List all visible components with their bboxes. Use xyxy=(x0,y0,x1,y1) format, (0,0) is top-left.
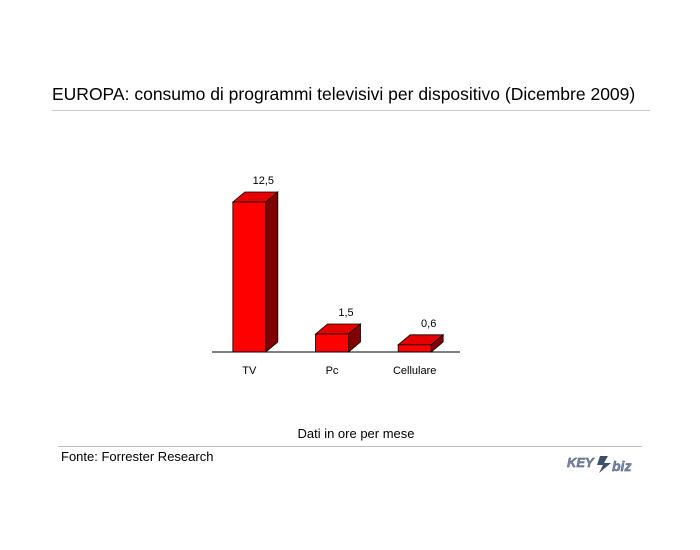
data-label-cellulare: 0,6 xyxy=(421,318,436,330)
tick-label-cellulare: Cellulare xyxy=(393,365,436,377)
chart-title: EUROPA: consumo di programmi televisivi … xyxy=(52,84,636,104)
bar-cellulare xyxy=(397,333,445,353)
labels-group: 12,5 TV 1,5 Pc 0,6 Cellulare xyxy=(242,175,436,377)
logo-bolt-icon xyxy=(597,456,611,473)
bar-pc xyxy=(314,323,362,353)
logo-text-right: biz xyxy=(612,458,631,474)
key4biz-logo: KEY biz xyxy=(567,455,632,474)
unit-note: Dati in ore per mese xyxy=(297,426,415,441)
title-divider xyxy=(52,110,650,111)
bar-tv xyxy=(231,191,279,353)
footer-divider xyxy=(58,446,642,447)
tick-label-pc: Pc xyxy=(326,365,339,377)
logo-text-left: KEY xyxy=(567,455,595,470)
data-label-tv: 12,5 xyxy=(253,175,274,187)
source-text: Fonte: Forrester Research xyxy=(61,449,214,464)
bar-front-pc xyxy=(315,333,349,353)
bars-group xyxy=(231,191,445,353)
bar-front-tv xyxy=(232,201,267,353)
data-label-pc: 1,5 xyxy=(338,307,353,319)
tick-label-tv: TV xyxy=(242,365,257,377)
bar-chart: 12,5 TV 1,5 Pc 0,6 Cellulare xyxy=(212,175,460,377)
bar-side-tv xyxy=(265,191,279,353)
bar-front-cellulare xyxy=(397,344,432,353)
